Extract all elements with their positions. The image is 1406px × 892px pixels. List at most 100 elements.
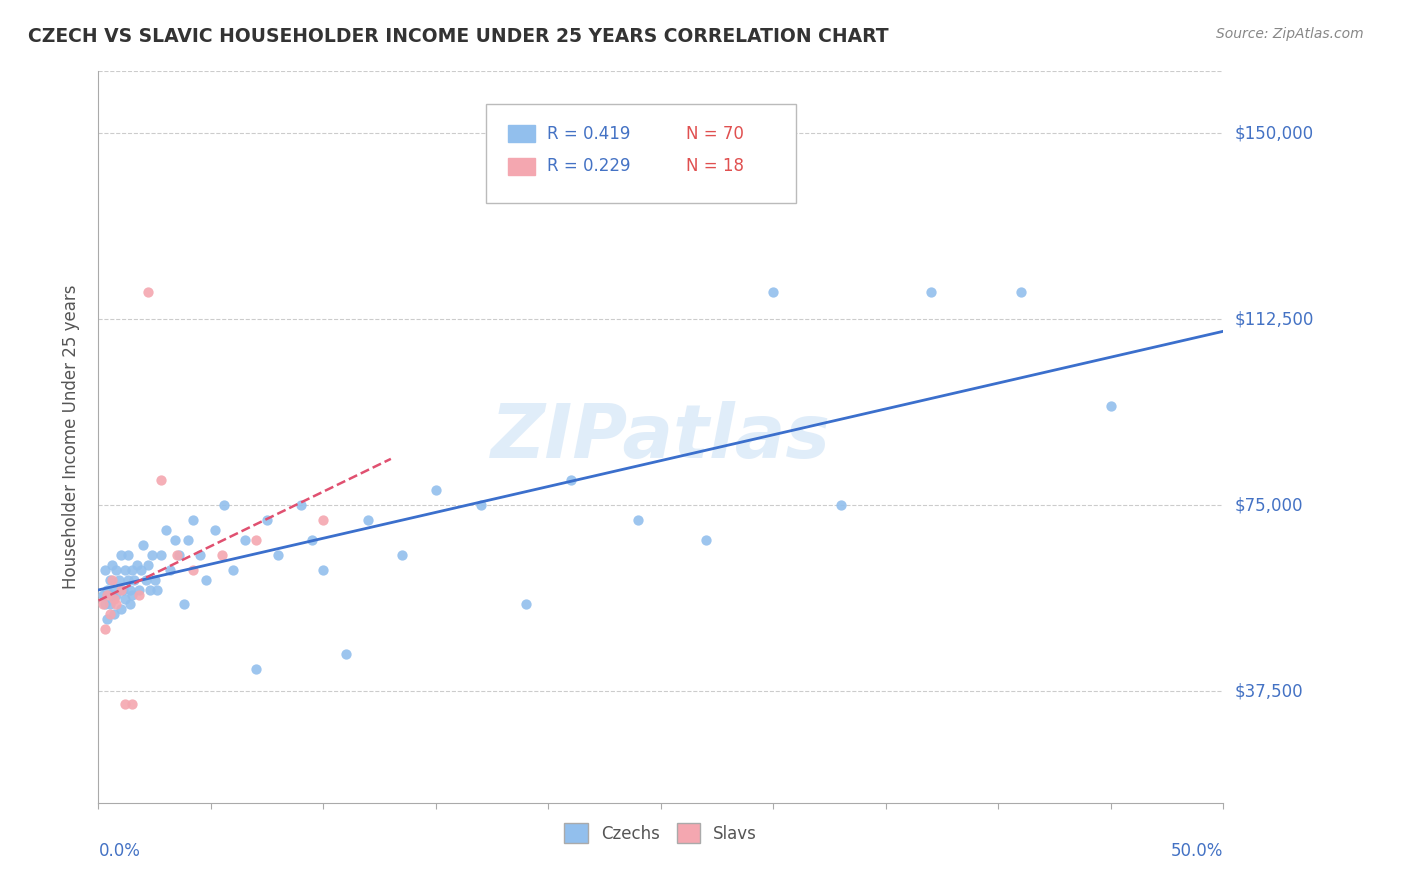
Point bbox=[169, 548, 191, 562]
Point bbox=[159, 563, 181, 577]
Point bbox=[177, 533, 200, 547]
Point bbox=[920, 285, 942, 299]
Point bbox=[335, 647, 357, 661]
Point bbox=[118, 582, 141, 597]
Point bbox=[627, 513, 650, 527]
Point bbox=[1099, 399, 1122, 413]
Point bbox=[301, 533, 323, 547]
Point bbox=[560, 474, 582, 488]
Text: $75,000: $75,000 bbox=[1234, 496, 1303, 515]
Point bbox=[117, 548, 139, 562]
Point bbox=[101, 573, 124, 587]
Point bbox=[94, 622, 117, 636]
Point bbox=[125, 558, 148, 572]
Point bbox=[195, 573, 218, 587]
Point bbox=[118, 598, 141, 612]
Point bbox=[107, 573, 129, 587]
Point bbox=[103, 607, 125, 622]
Text: 50.0%: 50.0% bbox=[1171, 842, 1223, 861]
Text: $150,000: $150,000 bbox=[1234, 124, 1313, 143]
Legend: Czechs, Slavs: Czechs, Slavs bbox=[558, 817, 763, 849]
Point bbox=[204, 523, 226, 537]
Point bbox=[103, 592, 125, 607]
Point bbox=[155, 523, 177, 537]
Point bbox=[245, 662, 267, 676]
Point bbox=[98, 607, 121, 622]
Point bbox=[105, 588, 128, 602]
Point bbox=[515, 598, 537, 612]
Point bbox=[150, 548, 173, 562]
Point bbox=[94, 598, 117, 612]
Y-axis label: Householder Income Under 25 years: Householder Income Under 25 years bbox=[62, 285, 80, 590]
Point bbox=[141, 548, 163, 562]
Point bbox=[136, 558, 159, 572]
Point bbox=[166, 548, 188, 562]
Point bbox=[105, 598, 128, 612]
Point bbox=[94, 563, 117, 577]
Text: CZECH VS SLAVIC HOUSEHOLDER INCOME UNDER 25 YEARS CORRELATION CHART: CZECH VS SLAVIC HOUSEHOLDER INCOME UNDER… bbox=[28, 27, 889, 45]
Point bbox=[101, 558, 124, 572]
Point bbox=[312, 563, 335, 577]
Point bbox=[114, 563, 136, 577]
Point bbox=[103, 582, 125, 597]
Point bbox=[132, 538, 155, 552]
Point bbox=[96, 612, 118, 626]
Point bbox=[110, 548, 132, 562]
Point bbox=[695, 533, 717, 547]
Point bbox=[256, 513, 278, 527]
Point bbox=[245, 533, 267, 547]
Point bbox=[112, 582, 135, 597]
Point bbox=[129, 563, 152, 577]
Point bbox=[188, 548, 211, 562]
Point bbox=[312, 513, 335, 527]
Point bbox=[98, 573, 121, 587]
Point bbox=[124, 573, 146, 587]
Point bbox=[181, 513, 204, 527]
Point bbox=[135, 573, 157, 587]
Point bbox=[290, 498, 312, 512]
Point bbox=[1010, 285, 1032, 299]
Point bbox=[143, 573, 166, 587]
Point bbox=[146, 582, 169, 597]
Point bbox=[91, 598, 114, 612]
Point bbox=[114, 697, 136, 711]
Point bbox=[391, 548, 413, 562]
Point bbox=[96, 588, 118, 602]
Text: R = 0.229: R = 0.229 bbox=[547, 158, 631, 176]
Point bbox=[110, 582, 132, 597]
Point bbox=[173, 598, 195, 612]
FancyBboxPatch shape bbox=[508, 125, 534, 143]
Point bbox=[267, 548, 290, 562]
Point bbox=[128, 588, 150, 602]
Point bbox=[150, 474, 173, 488]
Point bbox=[425, 483, 447, 498]
Point bbox=[222, 563, 245, 577]
Point bbox=[357, 513, 380, 527]
Text: ZIPatlas: ZIPatlas bbox=[491, 401, 831, 474]
Text: Source: ZipAtlas.com: Source: ZipAtlas.com bbox=[1216, 27, 1364, 41]
Point bbox=[211, 548, 233, 562]
Point bbox=[105, 563, 128, 577]
Point bbox=[98, 598, 121, 612]
Text: 0.0%: 0.0% bbox=[98, 842, 141, 861]
Point bbox=[121, 563, 143, 577]
Point bbox=[128, 582, 150, 597]
Point bbox=[762, 285, 785, 299]
Point bbox=[110, 602, 132, 616]
FancyBboxPatch shape bbox=[486, 104, 796, 203]
Point bbox=[163, 533, 186, 547]
Text: R = 0.419: R = 0.419 bbox=[547, 125, 630, 143]
Point bbox=[470, 498, 492, 512]
Point bbox=[121, 588, 143, 602]
Point bbox=[233, 533, 256, 547]
Point bbox=[121, 697, 143, 711]
FancyBboxPatch shape bbox=[508, 158, 534, 175]
Text: N = 18: N = 18 bbox=[686, 158, 744, 176]
Point bbox=[114, 592, 136, 607]
Point bbox=[136, 285, 159, 299]
Point bbox=[91, 588, 114, 602]
Point bbox=[830, 498, 852, 512]
Point bbox=[101, 588, 124, 602]
Point bbox=[96, 582, 118, 597]
Text: $112,500: $112,500 bbox=[1234, 310, 1313, 328]
